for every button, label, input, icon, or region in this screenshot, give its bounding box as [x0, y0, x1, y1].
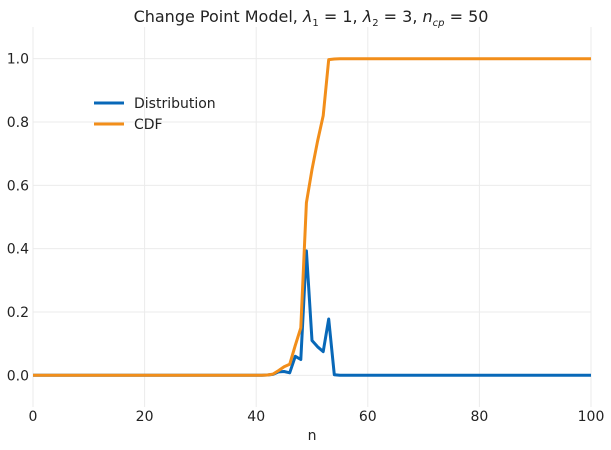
- legend-label: Distribution: [134, 96, 216, 112]
- series-layer: [33, 57, 591, 377]
- y-tick-label: 0.8: [7, 115, 29, 131]
- x-tick-label: 40: [247, 409, 265, 425]
- legend: Distribution CDF: [94, 96, 216, 133]
- x-tick-label: 0: [29, 409, 38, 425]
- grid: [32, 27, 592, 407]
- x-tick-label: 100: [578, 409, 605, 425]
- y-tick-label: 0.2: [7, 305, 29, 321]
- x-tick-label: 20: [136, 409, 154, 425]
- y-tick-label: 1.0: [7, 52, 29, 68]
- x-axis-label: n: [308, 428, 317, 444]
- series-line-distribution: [33, 249, 591, 377]
- y-tick-label: 0.6: [7, 178, 29, 194]
- series-line-cdf: [33, 57, 591, 377]
- y-tick-label: 0.4: [7, 242, 29, 258]
- y-tick-label: 0.0: [7, 368, 29, 384]
- chart-title: Change Point Model, λ1 = 1, λ2 = 3, ncp …: [134, 7, 489, 29]
- x-tick-label: 60: [359, 409, 377, 425]
- legend-label: CDF: [134, 117, 163, 133]
- tick-labels: 0 20 40 60 80 100 0.0 0.2 0.4 0.6 0.8 1.0: [7, 52, 605, 425]
- x-tick-label: 80: [470, 409, 488, 425]
